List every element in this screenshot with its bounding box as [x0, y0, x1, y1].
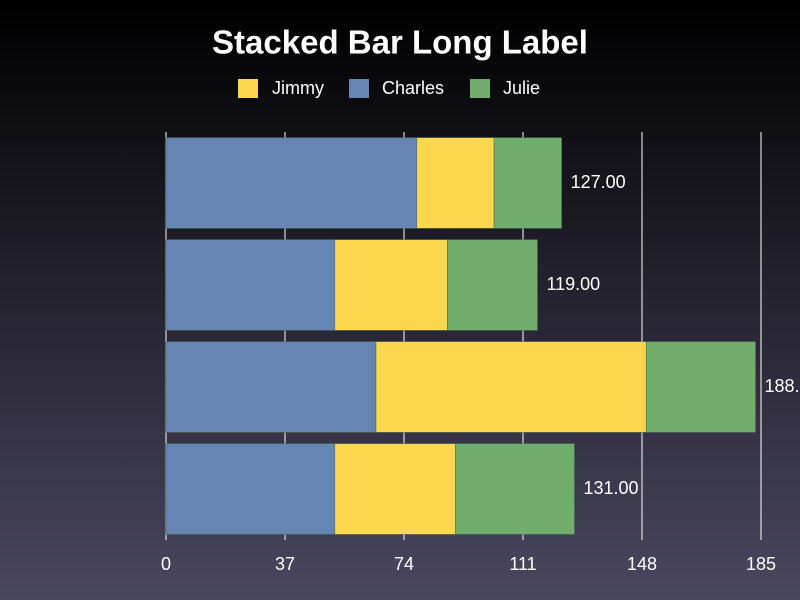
bar-segment: [455, 443, 575, 535]
x-tick-label: 37: [275, 554, 295, 574]
x-tick-label: 148: [627, 554, 657, 574]
bar-segment: [165, 341, 377, 433]
legend-swatch: [349, 79, 369, 98]
chart-title: Stacked Bar Long Label: [212, 24, 588, 61]
total-label: 127.00: [571, 172, 626, 192]
legend-swatch: [470, 79, 490, 98]
bar-segment: [165, 239, 336, 331]
legend-label: Charles: [382, 78, 444, 98]
bar-segment: [165, 137, 418, 229]
x-tick-label: 74: [394, 554, 414, 574]
legend-label: Jimmy: [272, 78, 324, 98]
total-label: 188.00: [765, 376, 800, 396]
total-label: 119.00: [546, 274, 600, 294]
x-tick-label: 185: [746, 554, 776, 574]
bar-segment: [493, 137, 562, 229]
legend-label: Julie: [503, 78, 540, 98]
x-tick-label: 0: [161, 554, 171, 574]
legend-swatch: [238, 79, 258, 98]
bar-segment: [165, 443, 336, 535]
total-label: 131.00: [583, 478, 638, 498]
bar-segment: [645, 341, 756, 433]
x-tick-label: 111: [509, 554, 536, 574]
bar-segment: [416, 137, 495, 229]
bar-segment: [375, 341, 647, 433]
bar-segment: [447, 239, 538, 331]
bar-segment: [334, 239, 448, 331]
bar-segment: [334, 443, 456, 535]
